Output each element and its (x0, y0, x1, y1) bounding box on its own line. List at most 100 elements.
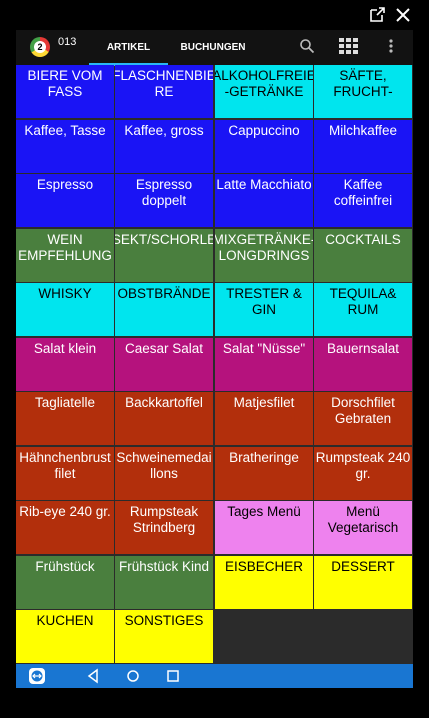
article-tile-label: MIXGETRÄNKE- LONGDRINGS (215, 231, 313, 263)
article-tile-label: Tagliatelle (34, 395, 96, 410)
tab-buchungen[interactable]: BUCHUNGEN (170, 30, 256, 63)
article-tile-label: SONSTIGES (124, 613, 204, 628)
tab-buchungen-label: BUCHUNGEN (180, 42, 246, 53)
article-tile[interactable]: Matjesfilet (215, 392, 313, 445)
article-tile-label: Matjesfilet (233, 395, 295, 410)
recents-icon[interactable] (166, 667, 180, 689)
article-tile-label: SÄFTE, FRUCHT- (333, 68, 393, 99)
article-tile-label: SEKT/SCHORLE (115, 231, 213, 247)
home-icon[interactable] (126, 667, 140, 689)
window-titlebar (0, 0, 429, 30)
article-tile-label: Kaffee coffeinfrei (333, 177, 393, 208)
article-tile[interactable]: SONSTIGES (115, 610, 213, 663)
article-tile-label: BIERE VOM FASS (27, 68, 103, 99)
article-tile[interactable]: Cappuccino (215, 119, 313, 173)
article-tile[interactable]: Tagliatelle (16, 392, 114, 445)
article-tile-label: Dorschfilet Gebraten (331, 395, 395, 426)
article-tile[interactable]: WEIN EMPFEHLUNG (16, 228, 114, 282)
article-tile-label: Schweinemedai llons (116, 449, 212, 481)
article-tile[interactable]: COCKTAILS (314, 228, 412, 282)
article-tile[interactable]: Kaffee coffeinfrei (314, 174, 412, 227)
article-tile-label: Hähnchenbrust filet (19, 449, 111, 481)
article-tile[interactable]: Rib-eye 240 gr. (16, 501, 114, 554)
search-icon[interactable] (299, 38, 315, 59)
article-tile[interactable]: EISBECHER (215, 555, 313, 609)
article-tile[interactable]: Backkartoffel (115, 392, 213, 445)
article-tile[interactable]: OBSTBRÄNDE (115, 283, 213, 336)
article-tile-label: Bratheringe (229, 449, 299, 465)
article-tile[interactable]: Bauernsalat (314, 337, 412, 391)
article-tile-label: Kaffee, Tasse (24, 122, 106, 138)
article-tile-label: Frühstück (35, 558, 95, 574)
article-tile[interactable]: Frühstück (16, 555, 114, 609)
article-tile[interactable]: Bratheringe (215, 446, 313, 500)
article-tile[interactable]: Espresso doppelt (115, 174, 213, 227)
article-tile-label: TRESTER & GIN (226, 286, 302, 317)
tab-artikel-label: ARTIKEL (106, 42, 151, 53)
article-tile-label: Tages Menü (227, 504, 301, 519)
article-tile[interactable]: TEQUILA& RUM (314, 283, 412, 336)
article-tile-label: Rumpsteak Strindberg (129, 504, 199, 535)
article-tile[interactable]: Schweinemedai llons (115, 446, 213, 500)
article-tile[interactable]: Dorschfilet Gebraten (314, 392, 412, 445)
open-external-icon[interactable] (368, 6, 386, 24)
article-tile-label: Frühstück Kind (118, 558, 210, 574)
article-tile-label: COCKTAILS (325, 231, 401, 247)
article-tile-label: Salat klein (33, 340, 97, 356)
article-tile[interactable]: BIERE VOM FASS (16, 65, 114, 118)
article-tile[interactable]: ALKOHOLFREIE -GETRÄNKE (215, 65, 313, 118)
article-tile[interactable]: Kaffee, Tasse (16, 119, 114, 173)
system-nav-bar (16, 664, 413, 688)
app-toolbar: 2 013 ARTIKEL BUCHUNGEN (16, 30, 413, 66)
article-tile[interactable]: MIXGETRÄNKE- LONGDRINGS (215, 228, 313, 282)
article-tile-label: DESSERT (331, 558, 395, 574)
article-tile-label: TEQUILA& RUM (329, 286, 397, 317)
article-tile-label: Caesar Salat (124, 340, 204, 356)
article-tile[interactable]: Tages Menü (215, 501, 313, 554)
article-tile[interactable]: Hähnchenbrust filet (16, 446, 114, 500)
article-tile[interactable]: FLASCHNENBIE RE (115, 65, 213, 118)
article-tile-label: WEIN EMPFEHLUNG (18, 231, 112, 263)
article-tile-label: Milchkaffee (328, 122, 398, 138)
tab-artikel[interactable]: ARTIKEL (89, 30, 168, 66)
article-tile[interactable]: Kaffee, gross (115, 119, 213, 173)
article-tile[interactable]: DESSERT (314, 555, 412, 609)
article-tile[interactable]: WHISKY (16, 283, 114, 336)
article-tile[interactable]: Latte Macchiato (215, 174, 313, 227)
article-tile-label: Salat "Nüsse" (222, 340, 306, 356)
article-tile-label: ALKOHOLFREIE -GETRÄNKE (215, 68, 313, 99)
article-tile-label: Cappuccino (228, 122, 300, 138)
article-tile-label: Bauernsalat (326, 340, 400, 356)
grid-icon[interactable] (339, 38, 359, 61)
article-tile-label: Rib-eye 240 gr. (19, 504, 111, 519)
close-icon[interactable] (394, 6, 412, 24)
article-tile[interactable]: SEKT/SCHORLE (115, 228, 213, 282)
logo-text: 2 (34, 41, 46, 53)
back-icon[interactable] (86, 667, 100, 689)
teamviewer-icon[interactable] (28, 667, 46, 689)
article-tile[interactable]: SÄFTE, FRUCHT- (314, 65, 412, 118)
article-tile[interactable]: TRESTER & GIN (215, 283, 313, 336)
article-tile-label: Espresso doppelt (135, 177, 193, 208)
article-tile-label: Menü Vegetarisch (327, 504, 399, 535)
article-tile[interactable]: Espresso (16, 174, 114, 227)
article-tile-label: WHISKY (38, 286, 92, 301)
app-logo: 2 (30, 37, 50, 57)
article-tile[interactable]: Frühstück Kind (115, 555, 213, 609)
article-tile[interactable]: Salat klein (16, 337, 114, 391)
article-tile[interactable]: Milchkaffee (314, 119, 412, 173)
article-tile-label: Kaffee, gross (124, 122, 204, 138)
article-tile[interactable]: Rumpsteak 240 gr. (314, 446, 412, 500)
article-tile[interactable]: Rumpsteak Strindberg (115, 501, 213, 554)
article-tile[interactable]: KUCHEN (16, 610, 114, 663)
article-tile-label: OBSTBRÄNDE (117, 286, 211, 301)
app-screen: 2 013 ARTIKEL BUCHUNGEN BIERE VOM FASS FL… (16, 30, 413, 688)
article-tile[interactable]: Salat "Nüsse" (215, 337, 313, 391)
article-tile-label: Backkartoffel (125, 395, 203, 410)
more-vert-icon[interactable] (388, 38, 394, 59)
article-tile-label: EISBECHER (224, 558, 304, 574)
table-number: 013 (58, 36, 77, 48)
article-tile-label: Espresso (36, 177, 94, 192)
article-tile[interactable]: Menü Vegetarisch (314, 501, 412, 554)
article-tile[interactable]: Caesar Salat (115, 337, 213, 391)
